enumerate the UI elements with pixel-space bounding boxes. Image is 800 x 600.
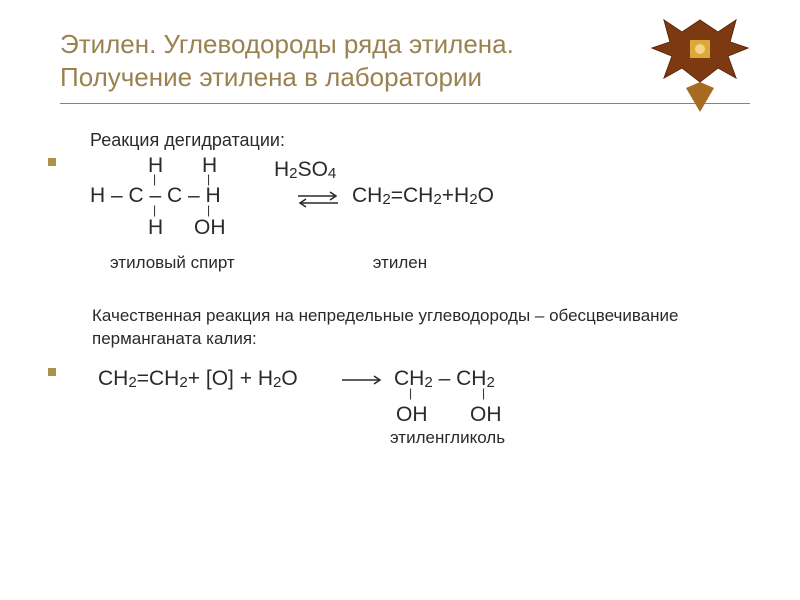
label-ethylene: этилен xyxy=(325,252,427,275)
title-line-2: Получение этилена в лаборатории xyxy=(60,62,482,92)
bullet-icon xyxy=(48,158,56,166)
dehydration-products: CH2=CH2+H2O xyxy=(352,182,494,210)
dehydration-labels: этиловый спирт этилен xyxy=(90,252,750,275)
reaction-arrow-2 xyxy=(334,367,402,396)
slide-title: Этилен. Углеводороды ряда этилена. Получ… xyxy=(60,28,620,93)
bullet-icon xyxy=(48,368,56,376)
product-oh-1: OH xyxy=(396,401,428,429)
product-oh-2: OH xyxy=(470,401,502,429)
label-ethanol: этиловый спирт xyxy=(98,252,320,275)
catalyst-label: H2SO4 xyxy=(274,156,336,184)
struct-oh-bot: OH xyxy=(194,214,226,242)
slide-body: Реакция дегидратации: H H H2SO4 | | H – … xyxy=(60,104,750,465)
struct-h-bot: H xyxy=(148,214,163,242)
qualitative-text: Качественная реакция на непредельные угл… xyxy=(90,305,732,351)
header-emblem xyxy=(640,12,760,122)
qualitative-equation: CH2=CH2+ [O] + H2O CH2 – CH2 | | OH OH xyxy=(90,365,750,465)
dehydration-heading: Реакция дегидратации: xyxy=(90,128,750,152)
title-line-1: Этилен. Углеводороды ряда этилена. xyxy=(60,29,514,59)
dehydration-equation: H H H2SO4 | | H – C – C – H xyxy=(90,152,750,252)
reaction-arrow xyxy=(274,184,354,212)
product-label: этиленгликоль xyxy=(390,427,505,450)
